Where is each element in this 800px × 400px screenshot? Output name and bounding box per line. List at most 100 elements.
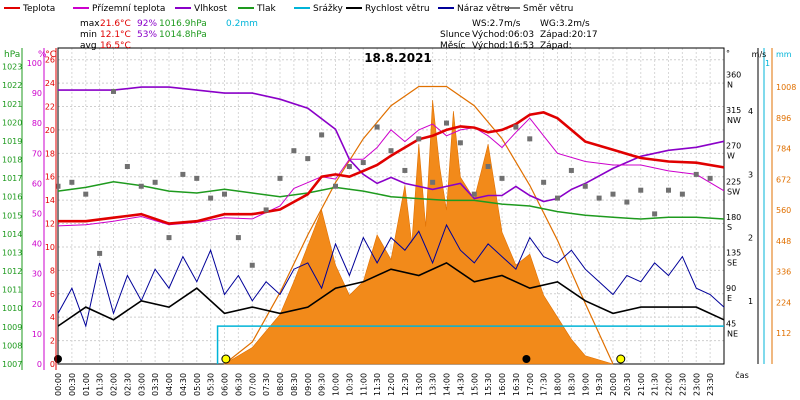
pct-tick-label: 20 — [32, 300, 42, 309]
hpa-tick-label: 1018 — [2, 156, 22, 165]
dir-tick-label: 225 — [726, 177, 741, 186]
wind-dir-point — [568, 167, 574, 173]
wind-dir-point — [55, 183, 61, 189]
moon-marker — [522, 355, 531, 363]
hpa-tick-label: 1014 — [2, 230, 22, 239]
legend-label-precip: Srážky — [313, 4, 344, 14]
stat-avg-temp: 16.5°C — [100, 41, 131, 51]
dir-tick-label: 135 — [726, 248, 741, 257]
time-tick-label: 23:30 — [706, 373, 715, 396]
time-tick-label: 08:00 — [276, 373, 285, 396]
wind-dir-point — [499, 175, 505, 181]
compass-label: SW — [727, 187, 740, 196]
time-tick-label: 09:30 — [318, 373, 327, 396]
solar-tick-label: 672 — [776, 175, 791, 184]
time-tick-label: 13:00 — [415, 373, 424, 396]
wind-dir-point — [69, 179, 75, 185]
pct-tick-label: 90 — [32, 89, 42, 98]
hpa-axis-unit: hPa — [4, 50, 20, 60]
info-wg: WG:3.2m/s — [540, 19, 590, 29]
time-tick-label: 02:30 — [123, 373, 132, 396]
info-moon-rise: Východ:16:53 — [472, 41, 534, 51]
stats-block: max 21.6°C 92% 1016.9hPa 0.2mm min 12.1°… — [80, 19, 258, 51]
wind-dir-point — [596, 195, 602, 201]
temp-tick-label: 26 — [45, 56, 55, 65]
pct-tick-label: 30 — [32, 270, 42, 279]
hpa-tick-label: 1015 — [2, 211, 22, 220]
wind-gust-line — [57, 223, 725, 328]
solar-tick-label: 784 — [776, 145, 791, 154]
temp-tick-label: 2 — [50, 337, 55, 346]
wind-dir-point — [541, 179, 547, 185]
ms-tick-label: 4 — [748, 107, 753, 116]
time-tick-label: 15:00 — [470, 373, 479, 396]
compass-label: S — [727, 223, 732, 232]
wind-dir-point — [430, 179, 436, 185]
time-tick-label: 05:30 — [207, 373, 216, 396]
wind-dir-point — [235, 235, 241, 241]
stat-min-temp: 12.1°C — [100, 30, 131, 40]
info-sun-set: Západ:20:17 — [540, 30, 598, 40]
wind-dir-point — [457, 140, 463, 146]
time-tick-label: 06:30 — [234, 373, 243, 396]
compass-label: NW — [727, 116, 741, 125]
ground-temp-line — [57, 117, 725, 227]
sunrise-sunset-marker — [616, 354, 626, 364]
ms-tick-label: 3 — [748, 170, 753, 179]
wind-dir-point — [277, 175, 283, 181]
hpa-tick-label: 1019 — [2, 137, 22, 146]
moon-marker — [54, 355, 62, 363]
time-tick-label: 16:00 — [498, 373, 507, 396]
pct-tick-label: 40 — [32, 240, 42, 249]
dir-tick-label: 315 — [726, 106, 741, 115]
legend-label-wind_gust: Náraz větru — [457, 4, 510, 14]
solar-max-curve — [224, 85, 614, 365]
time-tick-label: 03:30 — [151, 373, 160, 396]
wind-dir-point — [707, 175, 713, 181]
legend-label-wind_speed: Rychlost větru — [365, 4, 430, 14]
time-tick-label: 14:00 — [443, 373, 452, 396]
temp-axis-unit: °C — [45, 50, 56, 60]
hpa-tick-label: 1016 — [2, 193, 22, 202]
wind-dir-point — [652, 211, 658, 217]
wind-dir-point — [152, 179, 158, 185]
info-sun-rise: Východ:06:03 — [472, 30, 534, 40]
legend-label-wind_dir: Směr větru — [523, 4, 573, 14]
hpa-tick-label: 1011 — [2, 286, 22, 295]
time-tick-label: 20:30 — [623, 373, 632, 396]
temp-tick-label: 22 — [45, 103, 55, 112]
time-tick-label: 03:00 — [137, 373, 146, 396]
time-tick-label: 06:00 — [221, 373, 230, 396]
wind-dir-point — [610, 191, 616, 197]
legend-label-temperature: Teplota — [22, 4, 55, 14]
wind-dir-point — [388, 148, 394, 154]
wind-dir-point — [693, 171, 699, 177]
time-tick-label: 07:00 — [248, 373, 257, 396]
wind-dir-point — [346, 164, 352, 169]
solar-tick-label: 560 — [776, 206, 791, 215]
temp-tick-label: 24 — [45, 79, 55, 88]
temp-tick-label: 20 — [45, 126, 55, 135]
temp-tick-label: 6 — [50, 290, 55, 299]
wind-dir-point — [194, 175, 200, 181]
temp-tick-label: 16 — [45, 173, 55, 182]
time-tick-label: 13:30 — [429, 373, 438, 396]
hpa-tick-label: 1017 — [2, 174, 22, 183]
wind-dir-point — [513, 124, 519, 130]
dir-tick-label: 270 — [726, 142, 741, 151]
precip-line — [216, 325, 724, 364]
dir-tick-label: 180 — [726, 213, 741, 222]
time-tick-label: 21:30 — [651, 373, 660, 396]
compass-label: NE — [727, 329, 738, 338]
temp-tick-label: 8 — [50, 266, 55, 275]
time-tick-label: 11:30 — [373, 373, 382, 396]
temp-tick-label: 4 — [50, 313, 55, 322]
ms-tick-label: 2 — [748, 234, 753, 243]
wind-dir-point — [402, 167, 408, 173]
wind-dir-point — [374, 124, 380, 130]
stat-max-press: 1016.9hPa — [159, 19, 207, 29]
time-tick-label: 00:00 — [54, 373, 63, 396]
wind-dir-point — [582, 183, 588, 189]
time-tick-label: 10:30 — [345, 373, 354, 396]
